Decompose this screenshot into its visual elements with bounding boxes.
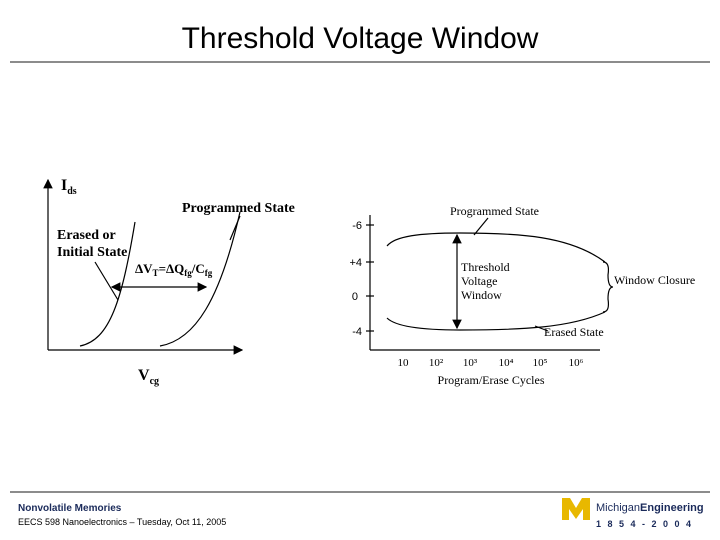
erased-state-label: Erased State [544,325,604,339]
course-info: EECS 598 Nanoelectronics – Tuesday, Oct … [18,517,226,527]
y-label: 0 [352,291,358,303]
x-axis-label: Program/Erase Cycles [438,373,545,387]
programmed-leader [229,215,241,241]
x-label: 10⁵ [533,357,548,369]
x-axis-label: Vcg [138,367,159,387]
y-label: -4 [352,326,362,338]
slide-title: Threshold Voltage Window [182,22,539,55]
programmed-state-label: Programmed State [182,201,295,216]
x-label: 10² [429,357,444,369]
course-title: Nonvolatile Memories [18,503,122,514]
y-label: +4 [349,257,362,269]
eq-part: =ΔQ [159,261,185,276]
logo-mark [562,498,590,520]
x-label: 10 [398,357,410,369]
eq-sub: T [153,268,159,278]
window-label: Voltage [461,274,497,288]
window-label: Threshold [461,260,510,274]
right-figure [366,215,614,351]
closure-brace [602,261,614,313]
erased-leader [534,325,549,332]
equation: ΔVT=ΔQfg/Cfg [135,261,213,278]
erased-curve [79,221,136,347]
eq-part: ΔV [135,261,153,276]
logo-engineering: Engineering [640,502,704,514]
logo-michigan: Michigan [596,502,640,514]
logo-text: MichiganEngineering [596,502,704,514]
y-label: -6 [352,220,362,232]
erased-state-label: Erased or [57,228,116,243]
left-figure [43,178,244,355]
programmed-curve [159,211,241,347]
erased-curve [386,311,606,331]
programmed-curve [386,232,606,263]
x-label: 10⁴ [499,357,514,369]
label-sub: cg [150,376,159,387]
label-sub: ds [67,186,77,197]
eq-sub: fg [184,268,192,278]
eq-part: /C [191,261,205,276]
logo-years: 1 8 5 4 - 2 0 0 4 [596,519,693,529]
programmed-leader [473,217,489,236]
x-label: 10³ [463,357,478,369]
y-axis-label: Ids [61,177,77,197]
window-label: Window [461,288,502,302]
erased-leader [94,261,119,301]
window-closure-label: Window Closure [614,273,695,287]
label-main: V [138,367,150,384]
programmed-state-label: Programmed State [450,204,539,218]
x-label: 10⁶ [569,357,584,369]
erased-state-label: Initial State [57,245,127,260]
eq-sub: fg [205,268,213,278]
label-main: I [61,177,67,194]
